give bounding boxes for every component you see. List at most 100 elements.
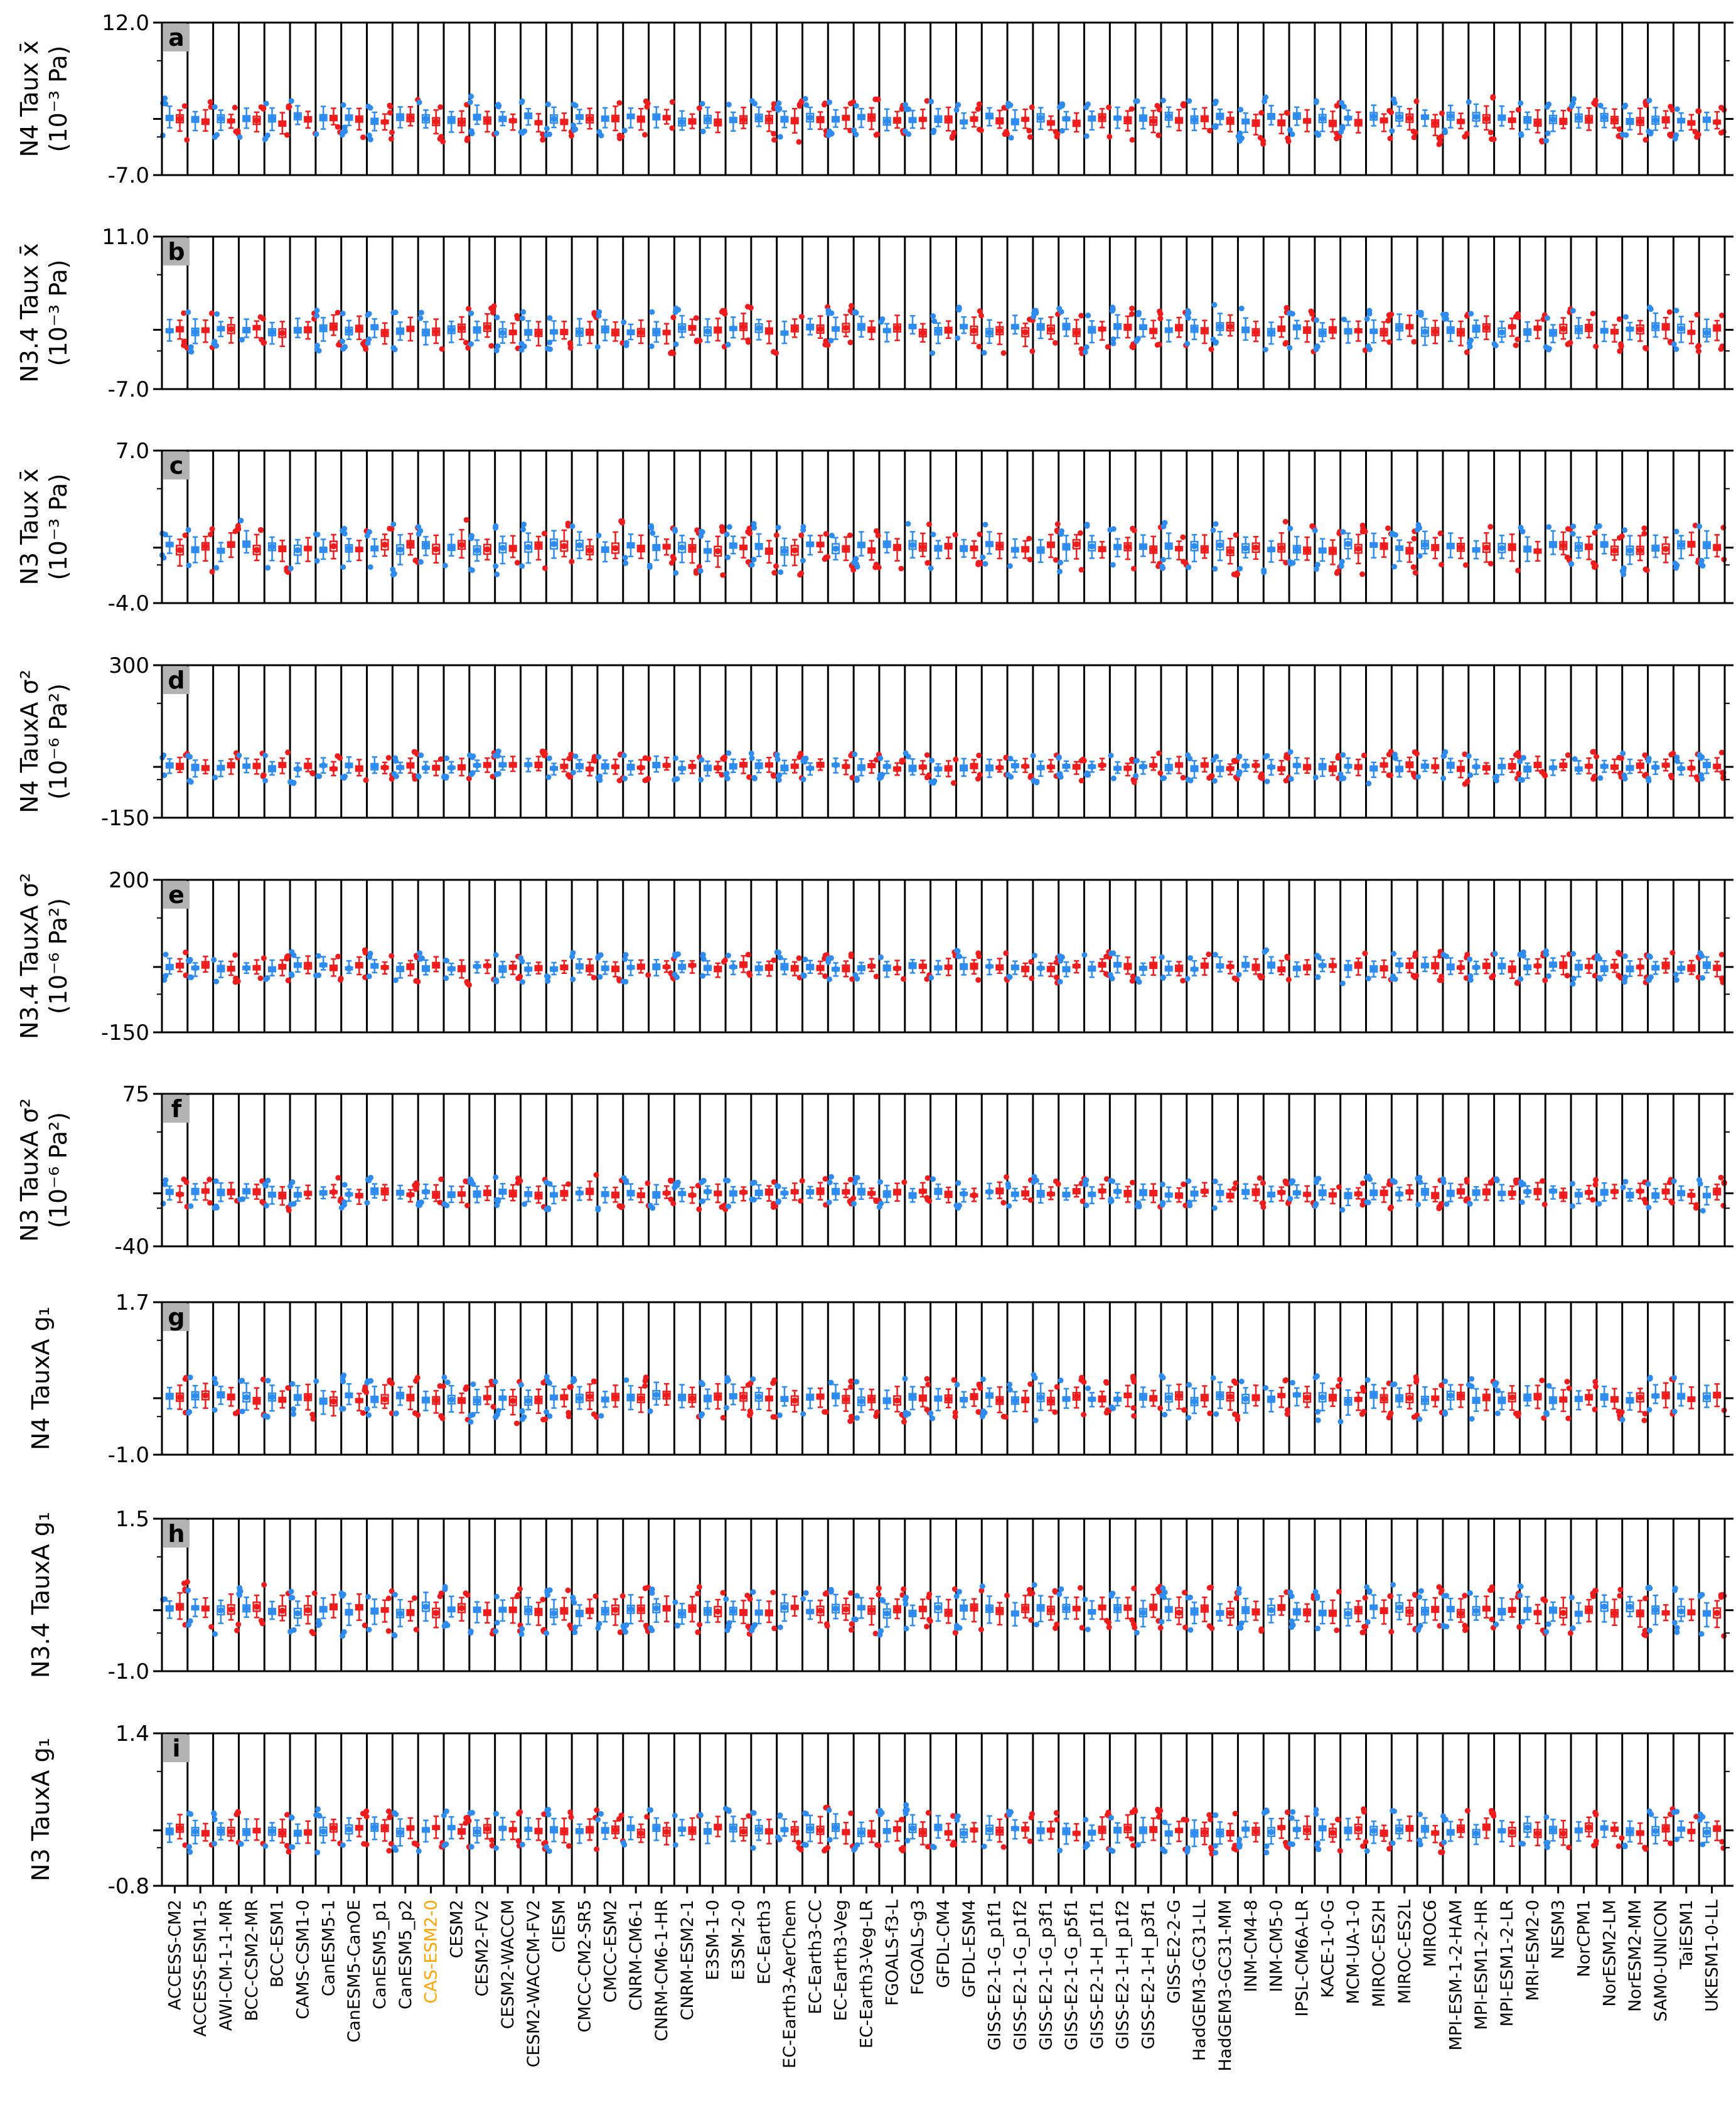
model-label: GISS-E2-1-G_p3f1 [1036,1900,1056,2050]
red-box-IPSL-CM6A-LR [1303,109,1312,132]
outlier-point [1160,974,1166,980]
red-box-EC-Earth3 [764,1818,773,1845]
outlier-point [802,956,808,963]
outlier-point [468,1419,474,1425]
blue-box-GISS-E2-1-H_p3f1 [1133,98,1147,130]
outlier-point [285,749,291,756]
outlier-point [519,1626,525,1632]
outlier-point [597,773,603,779]
outlier-point [517,1178,523,1184]
red-box-GISS-E2-1-G_p1f1 [995,321,1007,356]
red-box-E3SM-1-0 [714,1590,726,1623]
outlier-point [1078,313,1085,319]
outlier-point [544,1409,550,1415]
outlier-point [1180,774,1186,781]
outlier-point [1334,136,1340,142]
blue-box-EC-Earth3-Veg [825,308,840,344]
outlier-point [1597,102,1604,109]
outlier-point [1616,126,1622,132]
outlier-point [1415,774,1422,780]
outlier-point [284,954,290,960]
outlier-point [1287,127,1293,133]
red-box-E3SM-2-0 [739,1813,752,1842]
red-box-GISS-E2-2-G [1174,1383,1187,1413]
outlier-point [750,1589,756,1595]
outlier-point [213,565,220,571]
outlier-point [1129,1809,1135,1816]
outlier-point [367,950,373,956]
outlier-point [1389,976,1395,982]
outlier-point [900,976,906,982]
outlier-point [668,1196,674,1202]
blue-box-GFDL-CM4 [930,1176,943,1200]
outlier-point [803,102,810,108]
outlier-point [747,1412,753,1418]
y-axis-label: N3 TauxA σ² [16,1098,43,1242]
outlier-point [873,132,879,138]
outlier-point [1263,1843,1270,1849]
red-box-ACCESS-ESM1-5 [201,759,210,775]
outlier-point [1619,1416,1626,1423]
outlier-point [1338,563,1344,569]
outlier-point [1467,1201,1473,1207]
y-tick-label-min: -1.0 [108,1443,149,1468]
red-box-FGOALS-f3-L [892,538,904,572]
outlier-point [1162,1848,1168,1854]
y-axis-label: (10⁻³ Pa) [45,46,72,152]
outlier-point [1031,1179,1037,1185]
outlier-point [362,1387,368,1393]
outlier-point [264,1202,270,1209]
outlier-point [1439,1587,1445,1593]
outlier-point [925,1844,931,1850]
outlier-point [1032,1417,1039,1423]
outlier-point [1232,1811,1238,1817]
outlier-point [1700,975,1706,981]
outlier-point [954,948,960,954]
y-axis-label: N3.4 Taux x̄ [16,243,43,382]
outlier-point [335,753,341,759]
outlier-point [903,1802,909,1808]
model-label: CAS-ESM2-0 [422,1900,441,2004]
blue-box-CanESM5_p2 [396,1184,405,1200]
outlier-point [796,955,802,961]
blue-box-MIROC-ES2H [1369,532,1378,559]
outlier-point [594,344,601,350]
model-label: ACCESS-CM2 [165,1900,185,2010]
outlier-point [1364,1848,1370,1854]
outlier-point [1648,129,1654,136]
panel-a: 12.0-7.0N4 Taux x̄ (10⁻³ Pa)a [16,11,1733,188]
outlier-point [522,1201,528,1207]
outlier-point [1080,756,1086,762]
outlier-point [592,1593,599,1599]
outlier-point [207,532,213,538]
blue-box-NorESM2-LM [1600,320,1609,343]
red-box-CMCC-CM2-SR5 [586,958,597,981]
outlier-point [1494,1177,1500,1184]
blue-box-MPI-ESM1-2-LR [1493,1597,1506,1628]
outlier-point [596,532,602,538]
outlier-point [1059,101,1065,107]
outlier-point [1388,109,1395,115]
outlier-point [1364,1199,1370,1205]
y-axis-label: N4 Taux x̄ [16,40,43,157]
outlier-point [1646,1406,1653,1413]
outlier-point [182,532,188,538]
outlier-point [1159,1618,1165,1625]
outlier-point [1031,1174,1037,1180]
red-box-TaiESM1 [1687,108,1702,140]
outlier-point [1671,1809,1677,1816]
outlier-point [1185,752,1191,758]
red-box-CESM2-WACCM-FV2 [534,961,543,975]
outlier-point [1186,564,1192,570]
red-box-GFDL-ESM4 [970,1187,978,1202]
outlier-point [1541,1201,1548,1207]
outlier-point [1646,953,1652,959]
panel-frame [161,1301,1726,1456]
outlier-point [385,1595,392,1602]
y-axis-label: (10⁻³ Pa) [45,474,72,580]
outlier-point [390,521,397,527]
panel-frame [161,664,1726,819]
outlier-point [1517,952,1523,958]
outlier-point [1283,340,1289,346]
red-box-MPI-ESM-1-2-HAM [1457,112,1470,140]
